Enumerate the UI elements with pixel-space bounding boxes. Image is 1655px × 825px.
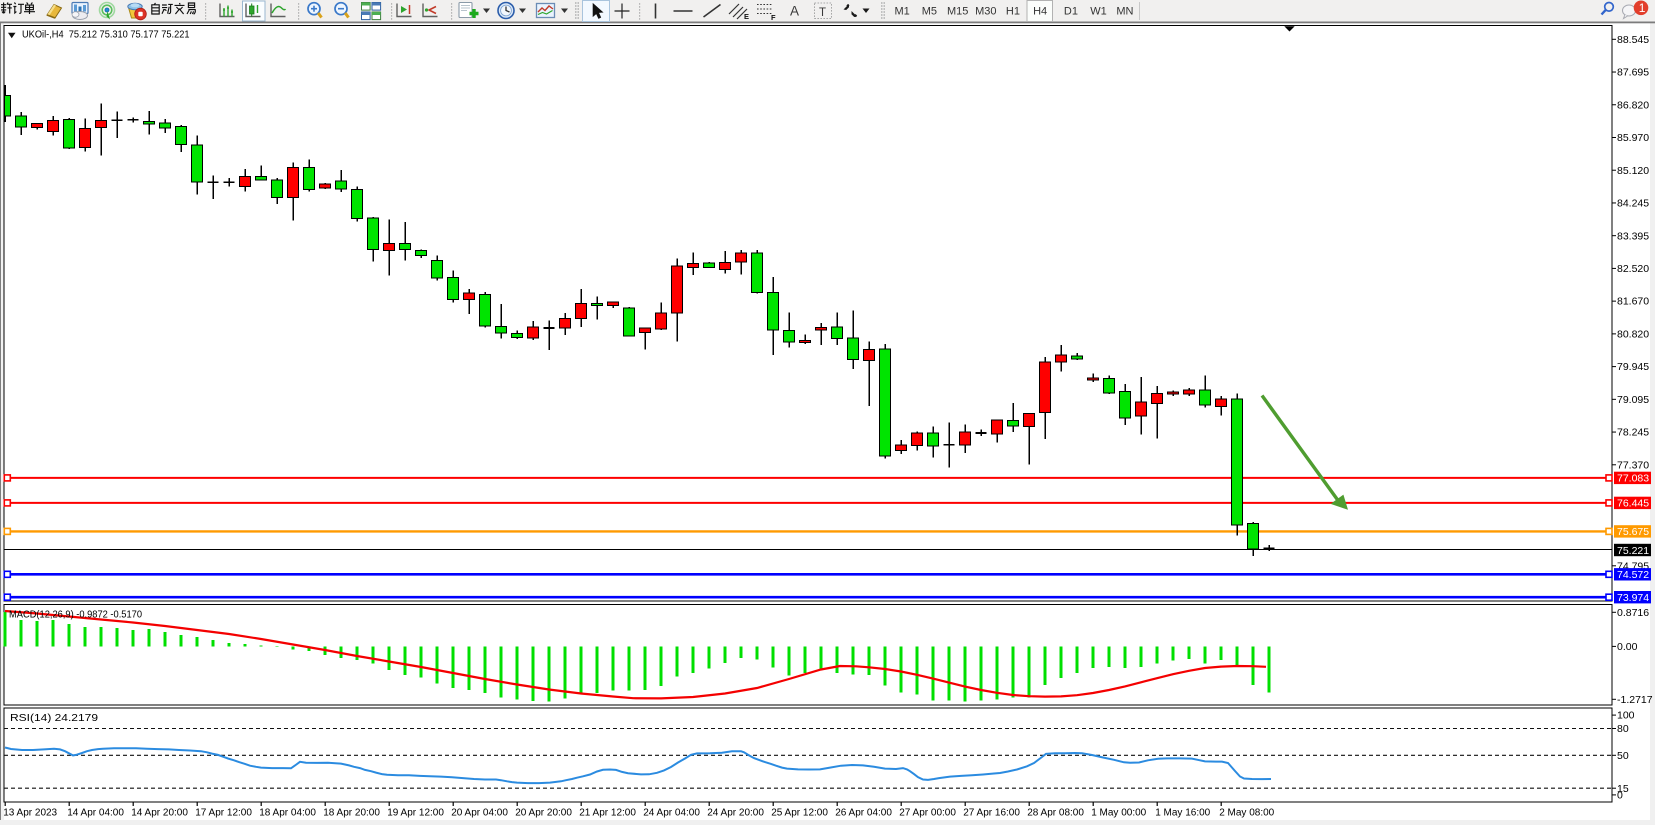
svg-text:1 May 16:00: 1 May 16:00 bbox=[1155, 808, 1210, 819]
svg-text:E: E bbox=[744, 12, 749, 21]
svg-text:H1: H1 bbox=[1006, 6, 1020, 18]
svg-text:M5: M5 bbox=[922, 6, 937, 18]
svg-text:1: 1 bbox=[1639, 1, 1646, 15]
svg-text:75.675: 75.675 bbox=[1617, 526, 1649, 538]
svg-text:MACD(12,26,9) -0.9872 -0.5170: MACD(12,26,9) -0.9872 -0.5170 bbox=[9, 609, 142, 621]
svg-text:A: A bbox=[790, 4, 799, 19]
svg-text:F: F bbox=[771, 13, 776, 22]
svg-text:77.083: 77.083 bbox=[1617, 473, 1649, 485]
svg-text:80.820: 80.820 bbox=[1617, 328, 1649, 340]
svg-text:20 Apr 20:00: 20 Apr 20:00 bbox=[515, 808, 572, 819]
svg-text:79.945: 79.945 bbox=[1617, 361, 1649, 373]
svg-text:M15: M15 bbox=[947, 6, 968, 18]
svg-text:W1: W1 bbox=[1090, 6, 1107, 18]
svg-text:81.670: 81.670 bbox=[1617, 296, 1649, 308]
svg-text:13 Apr 2023: 13 Apr 2023 bbox=[3, 808, 57, 819]
svg-text:MN: MN bbox=[1116, 6, 1133, 18]
svg-text:0.8716: 0.8716 bbox=[1617, 607, 1649, 619]
svg-text:0: 0 bbox=[1617, 790, 1623, 802]
svg-text:78.245: 78.245 bbox=[1617, 427, 1649, 439]
svg-text:D1: D1 bbox=[1064, 6, 1078, 18]
svg-text:21 Apr 12:00: 21 Apr 12:00 bbox=[579, 808, 636, 819]
svg-text:100: 100 bbox=[1617, 710, 1635, 722]
svg-text:RSI(14) 24.2179: RSI(14) 24.2179 bbox=[10, 712, 98, 724]
svg-text:T: T bbox=[819, 7, 826, 19]
svg-text:27 Apr 00:00: 27 Apr 00:00 bbox=[899, 808, 956, 819]
svg-text:88.545: 88.545 bbox=[1617, 34, 1649, 46]
svg-text:14 Apr 20:00: 14 Apr 20:00 bbox=[131, 808, 188, 819]
svg-text:80: 80 bbox=[1617, 723, 1629, 735]
svg-text:M30: M30 bbox=[975, 6, 996, 18]
svg-text:18 Apr 20:00: 18 Apr 20:00 bbox=[323, 808, 380, 819]
svg-text:83.395: 83.395 bbox=[1617, 230, 1649, 242]
svg-text:28 Apr 08:00: 28 Apr 08:00 bbox=[1027, 808, 1084, 819]
svg-text:85.970: 85.970 bbox=[1617, 132, 1649, 144]
svg-text:27 Apr 16:00: 27 Apr 16:00 bbox=[963, 808, 1020, 819]
svg-text:84.245: 84.245 bbox=[1617, 198, 1649, 210]
svg-text:82.520: 82.520 bbox=[1617, 263, 1649, 275]
svg-text:86.820: 86.820 bbox=[1617, 99, 1649, 111]
svg-text:24 Apr 20:00: 24 Apr 20:00 bbox=[707, 808, 764, 819]
svg-text:-1.2717: -1.2717 bbox=[1617, 694, 1653, 706]
svg-text:25 Apr 12:00: 25 Apr 12:00 bbox=[771, 808, 828, 819]
svg-text:17 Apr 12:00: 17 Apr 12:00 bbox=[195, 808, 252, 819]
svg-text:0.00: 0.00 bbox=[1617, 641, 1638, 653]
svg-text:18 Apr 04:00: 18 Apr 04:00 bbox=[259, 808, 316, 819]
svg-text:76.445: 76.445 bbox=[1617, 498, 1649, 510]
svg-text:H4: H4 bbox=[1033, 6, 1047, 18]
svg-text:85.120: 85.120 bbox=[1617, 165, 1649, 177]
svg-text:73.974: 73.974 bbox=[1617, 592, 1649, 604]
svg-text:79.095: 79.095 bbox=[1617, 394, 1649, 406]
svg-text:UKOil-,H4 75.212 75.310 75.17: UKOil-,H4 75.212 75.310 75.177 75.221 bbox=[22, 28, 190, 40]
svg-text:24 Apr 04:00: 24 Apr 04:00 bbox=[643, 808, 700, 819]
svg-text:14 Apr 04:00: 14 Apr 04:00 bbox=[67, 808, 124, 819]
svg-text:15: 15 bbox=[1617, 783, 1629, 795]
svg-text:77.370: 77.370 bbox=[1617, 459, 1649, 471]
svg-text:2 May 08:00: 2 May 08:00 bbox=[1219, 808, 1274, 819]
svg-text:74.572: 74.572 bbox=[1617, 569, 1649, 581]
svg-text:26 Apr 04:00: 26 Apr 04:00 bbox=[835, 808, 892, 819]
svg-text:19 Apr 12:00: 19 Apr 12:00 bbox=[387, 808, 444, 819]
svg-text:50: 50 bbox=[1617, 750, 1629, 762]
svg-text:20 Apr 04:00: 20 Apr 04:00 bbox=[451, 808, 508, 819]
svg-text:75.221: 75.221 bbox=[1617, 545, 1649, 557]
svg-text:1 May 00:00: 1 May 00:00 bbox=[1091, 808, 1146, 819]
svg-text:M1: M1 bbox=[895, 6, 910, 18]
svg-text:87.695: 87.695 bbox=[1617, 67, 1649, 79]
